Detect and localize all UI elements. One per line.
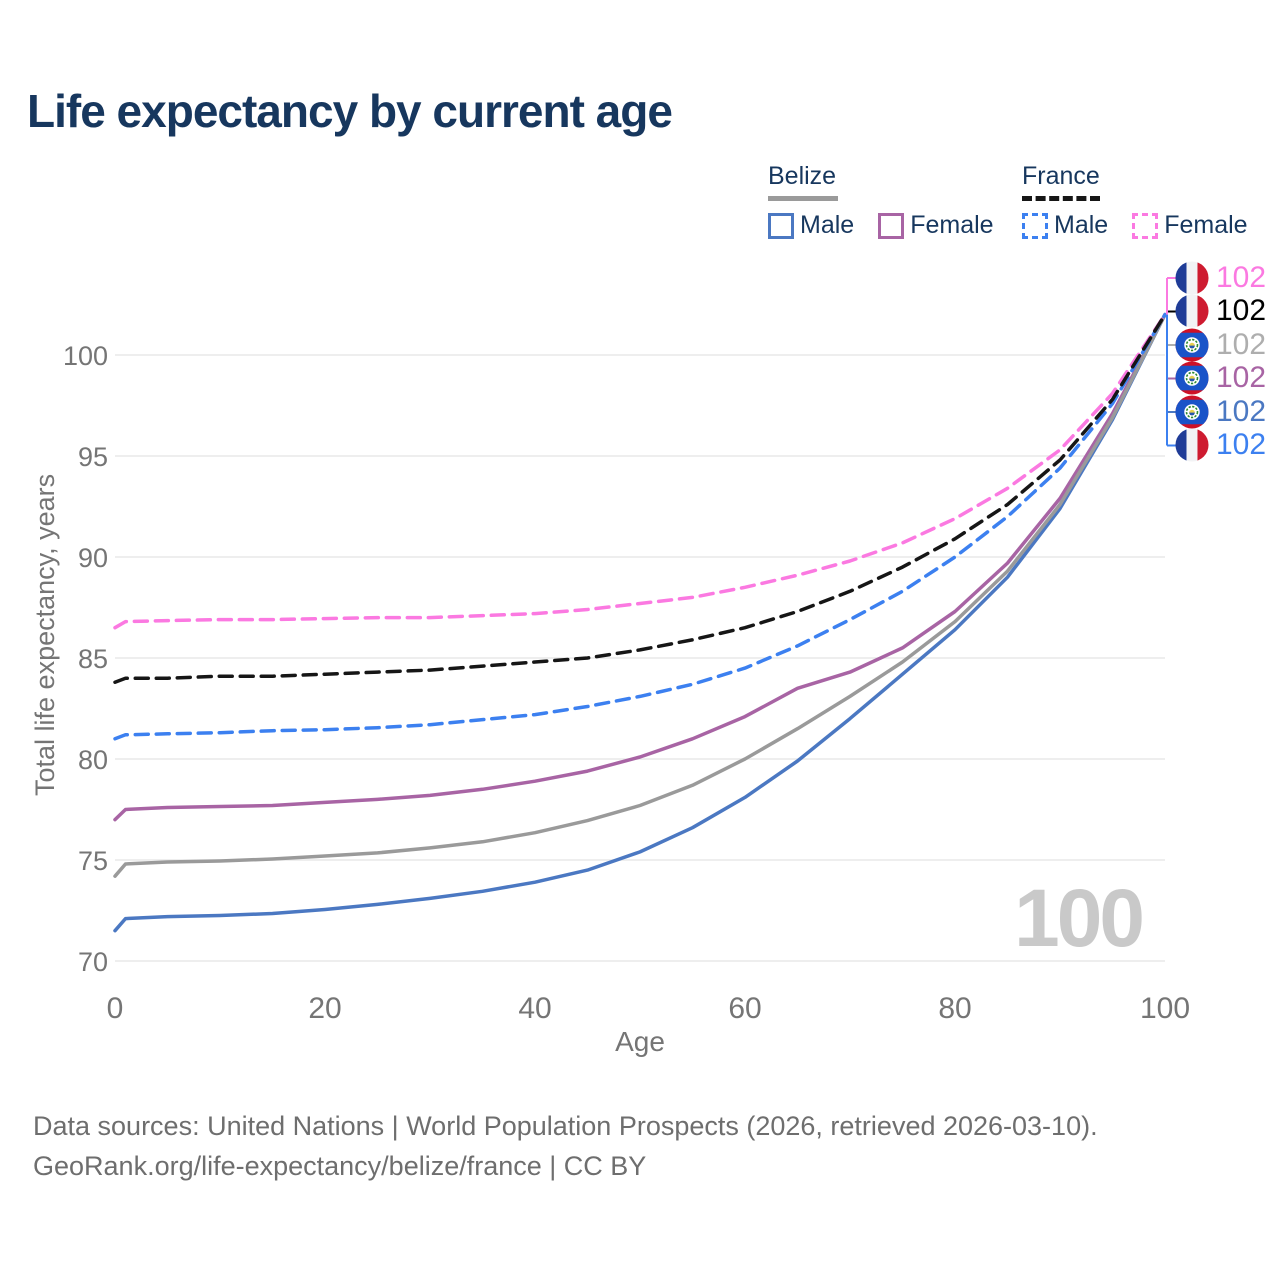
end-label-row: 102	[1175, 395, 1266, 429]
france-female-swatch	[1132, 212, 1159, 239]
end-label-row: 102	[1175, 328, 1266, 362]
end-label-row: 102	[1175, 361, 1267, 396]
y-tick-label: 70	[78, 947, 108, 977]
france-flag-icon	[1175, 294, 1209, 328]
france-line-style-sample	[1022, 196, 1100, 201]
end-label-value: 102	[1216, 394, 1267, 428]
y-tick-label: 95	[78, 442, 108, 472]
series-line-france-female[interactable]	[113, 312, 1167, 630]
legend-label: Male	[1054, 211, 1109, 239]
belize-flag-icon	[1175, 361, 1209, 395]
y-tick-label: 100	[63, 341, 108, 371]
end-label-value: 102	[1216, 428, 1267, 462]
x-tick-label: 80	[938, 992, 971, 1025]
belize-line-style-sample	[768, 196, 838, 201]
end-label-value: 102	[1216, 294, 1267, 328]
y-tick-label: 75	[78, 846, 108, 876]
x-tick-label: 20	[308, 992, 341, 1025]
y-tick-label: 85	[78, 644, 108, 674]
france-flag-icon	[1175, 428, 1209, 462]
legend-group-belize: Belize Male Female	[768, 162, 994, 240]
legend-items-france: Male Female	[1022, 211, 1248, 240]
y-axis-title: Total life expectancy, years	[30, 473, 60, 797]
legend-items-belize: Male Female	[768, 211, 994, 240]
y-tick-label: 90	[78, 543, 108, 573]
series-line-belize-both[interactable]	[113, 312, 1167, 878]
end-label-value: 102	[1216, 327, 1267, 361]
legend-country-belize[interactable]: Belize	[768, 162, 837, 190]
x-tick-label: 100	[1140, 992, 1190, 1025]
belize-flag-icon	[1175, 328, 1209, 362]
x-tick-label: 0	[107, 992, 124, 1025]
end-label-row: 102	[1175, 428, 1267, 463]
legend-country-france[interactable]: France	[1022, 162, 1100, 190]
series-line-belize-female[interactable]	[113, 312, 1167, 822]
x-tick-label: 60	[728, 992, 761, 1025]
legend-label: Female	[910, 211, 994, 239]
series-line-france-both[interactable]	[113, 312, 1167, 684]
x-axis-title: Age	[615, 1026, 665, 1057]
end-labels: 102 102 102 102 102 102	[1175, 261, 1266, 462]
legend-label: Male	[800, 211, 855, 239]
x-tick-label: 40	[518, 992, 551, 1025]
series-line-belize-male[interactable]	[113, 312, 1167, 933]
footer: Data sources: United Nations | World Pop…	[33, 1106, 1098, 1186]
belize-flag-icon	[1175, 395, 1209, 429]
legend-item-belize-male[interactable]: Male	[768, 211, 854, 240]
page-title: Life expectancy by current age	[27, 85, 673, 137]
belize-female-swatch	[878, 212, 905, 239]
france-flag-icon	[1175, 261, 1209, 295]
legend-item-france-female[interactable]: Female	[1132, 211, 1248, 240]
france-male-swatch	[1022, 212, 1048, 239]
legend-label: Female	[1164, 211, 1248, 239]
belize-male-swatch	[768, 212, 794, 239]
legend-group-france: France Male Female	[1022, 162, 1248, 240]
end-label-value: 102	[1216, 260, 1267, 294]
legend-item-france-male[interactable]: Male	[1022, 211, 1108, 240]
footer-attribution: GeoRank.org/life-expectancy/belize/franc…	[33, 1151, 647, 1181]
legend-item-belize-female[interactable]: Female	[878, 211, 994, 240]
end-label-row: 102	[1175, 261, 1266, 295]
y-tick-label: 80	[78, 745, 108, 775]
footer-data-sources: Data sources: United Nations | World Pop…	[33, 1111, 1098, 1141]
end-label-row: 102	[1175, 294, 1267, 329]
age-counter-watermark: 100	[1014, 873, 1145, 964]
series-line-france-male[interactable]	[113, 312, 1167, 741]
end-label-value: 102	[1216, 361, 1267, 395]
